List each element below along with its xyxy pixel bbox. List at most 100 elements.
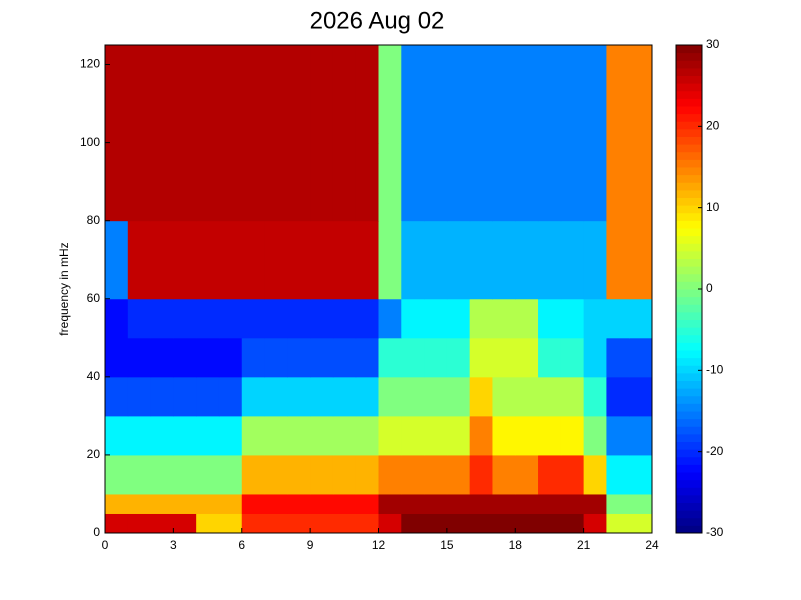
colorbar-segment <box>676 304 702 313</box>
heatmap-cell <box>332 298 357 339</box>
colorbar-segment <box>676 334 702 343</box>
heatmap-cell <box>218 142 243 222</box>
heatmap-cell <box>606 337 630 378</box>
colorbar-segment <box>676 372 702 381</box>
heatmap-cell <box>264 376 288 417</box>
heatmap-cell <box>310 415 334 456</box>
x-tick-label: 18 <box>509 538 523 552</box>
heatmap-cell <box>355 376 379 417</box>
y-tick-label: 120 <box>80 57 100 71</box>
heatmap-cell <box>196 493 220 514</box>
x-tick-label: 21 <box>577 538 591 552</box>
heatmap-cell <box>287 45 311 144</box>
heatmap-cell <box>287 415 311 456</box>
heatmap-cell <box>492 454 516 495</box>
heatmap-cell <box>218 454 243 495</box>
colorbar-segment <box>676 220 702 229</box>
colorbar-segment <box>676 525 702 534</box>
heatmap-cell <box>538 454 562 495</box>
heatmap-cell <box>629 142 653 222</box>
heatmap-cell <box>446 376 471 417</box>
heatmap-cell <box>538 142 562 222</box>
heatmap-cell <box>446 298 471 339</box>
colorbar-segment <box>676 174 702 183</box>
heatmap-cell <box>538 493 562 514</box>
heatmap-cell <box>150 493 174 514</box>
heatmap-cell <box>127 493 152 514</box>
heatmap-cell <box>606 493 630 514</box>
heatmap-cell <box>105 142 129 222</box>
heatmap-cell <box>105 298 129 339</box>
colorbar-segment <box>676 281 702 290</box>
heatmap-cell <box>173 337 197 378</box>
heatmap-cell <box>127 220 152 300</box>
heatmap-cell <box>446 220 471 300</box>
heatmap-cell <box>515 493 539 514</box>
heatmap-cell <box>629 454 653 495</box>
heatmap-cell <box>264 337 288 378</box>
heatmap-cell <box>355 220 379 300</box>
heatmap-cell <box>287 337 311 378</box>
heatmap-cell <box>469 220 493 300</box>
colorbar-segment <box>676 144 702 153</box>
heatmap-cell <box>401 142 425 222</box>
colorbar-tick-label: -10 <box>706 363 724 377</box>
heatmap-cell <box>492 513 516 534</box>
heatmap-cell <box>310 513 334 534</box>
heatmap-cell <box>583 376 607 417</box>
colorbar-segment <box>676 403 702 412</box>
colorbar-tick-label: -30 <box>706 525 724 539</box>
heatmap-cell <box>355 45 379 144</box>
colorbar-segment <box>676 289 702 298</box>
colorbar-segment <box>676 510 702 519</box>
heatmap-cell <box>241 415 266 456</box>
heatmap-cell <box>629 298 653 339</box>
heatmap-cell <box>332 220 357 300</box>
heatmap-cell <box>606 298 630 339</box>
colorbar-segment <box>676 517 702 526</box>
heatmap-cell <box>401 513 425 534</box>
colorbar-segment <box>676 151 702 160</box>
heatmap-cell <box>469 298 493 339</box>
heatmap-cell <box>173 493 197 514</box>
heatmap-cell <box>629 45 653 144</box>
heatmap-cell <box>241 337 266 378</box>
heatmap-cell <box>127 415 152 456</box>
heatmap-cell <box>606 220 630 300</box>
heatmap-cell <box>378 454 402 495</box>
heatmap-cell <box>515 376 539 417</box>
heatmap-cell <box>287 493 311 514</box>
heatmap-cell <box>492 142 516 222</box>
heatmap-cell <box>310 142 334 222</box>
colorbar-tick-label: -20 <box>706 444 724 458</box>
heatmap-cell <box>310 45 334 144</box>
heatmap-cell <box>560 415 585 456</box>
heatmap-cell <box>401 337 425 378</box>
heatmap-cell <box>332 454 357 495</box>
x-tick-label: 6 <box>238 538 245 552</box>
colorbar-segment <box>676 357 702 366</box>
colorbar-segment <box>676 67 702 76</box>
colorbar-tick-label: 30 <box>706 37 720 51</box>
heatmap-cell <box>173 454 197 495</box>
heatmap-cell <box>218 220 243 300</box>
heatmap-cell <box>378 220 402 300</box>
heatmap-cell <box>560 220 585 300</box>
heatmap-cell <box>196 220 220 300</box>
x-tick-label: 0 <box>102 538 109 552</box>
heatmap-cell <box>446 142 471 222</box>
heatmap-cell <box>105 454 129 495</box>
colorbar-segment <box>676 319 702 328</box>
y-tick-label: 40 <box>87 369 101 383</box>
heatmap-cell <box>515 454 539 495</box>
heatmap-cell <box>287 513 311 534</box>
heatmap-cell <box>401 45 425 144</box>
heatmap-cell <box>538 337 562 378</box>
heatmap-cell <box>218 45 243 144</box>
heatmap-cell <box>424 513 448 534</box>
colorbar-tick-label: 20 <box>706 119 720 133</box>
heatmap-cell <box>127 337 152 378</box>
colorbar-segment <box>676 472 702 481</box>
heatmap-cell <box>378 513 402 534</box>
heatmap-cell <box>355 493 379 514</box>
